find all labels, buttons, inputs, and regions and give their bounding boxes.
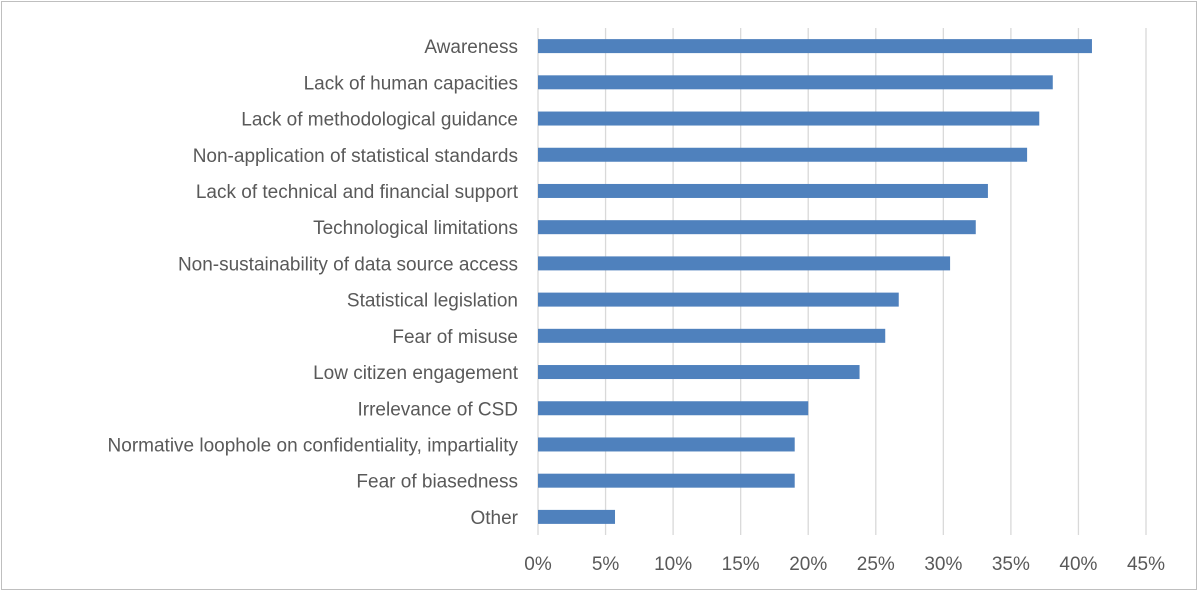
x-tick-label: 0%	[524, 554, 552, 575]
x-axis-tick-labels: 0% 5% 10% 15% 20% 25% 30% 35% 40% 45%	[524, 554, 1165, 575]
category-label: Low citizen engagement	[313, 363, 519, 384]
bars	[538, 39, 1092, 524]
x-tick-label: 25%	[857, 554, 895, 575]
x-tick-label: 15%	[722, 554, 760, 575]
bar	[538, 147, 1028, 162]
bar	[538, 39, 1092, 54]
category-label: Normative loophole on confidentiality, i…	[108, 435, 519, 456]
bar	[538, 473, 795, 488]
bar	[538, 111, 1040, 126]
category-label: Non-sustainability of data source access	[178, 254, 518, 275]
category-label: Other	[470, 508, 518, 529]
category-label: Non-application of statistical standards	[193, 146, 518, 167]
category-labels: Awareness Lack of human capacities Lack of…	[108, 37, 519, 529]
bar	[538, 292, 899, 307]
gridlines	[537, 28, 1147, 535]
category-label: Awareness	[424, 37, 518, 58]
bar	[538, 75, 1053, 90]
bar	[538, 509, 616, 524]
x-tick-label: 10%	[654, 554, 692, 575]
x-tick-label: 30%	[924, 554, 962, 575]
bar	[538, 365, 860, 380]
x-tick-label: 35%	[992, 554, 1030, 575]
bar	[538, 256, 951, 271]
category-label: Lack of human capacities	[304, 73, 518, 94]
category-label: Fear of biasedness	[356, 472, 518, 493]
bar	[538, 220, 976, 235]
category-label: Fear of misuse	[392, 327, 518, 348]
bar	[538, 437, 795, 452]
category-label: Lack of methodological guidance	[241, 110, 518, 131]
x-tick-label: 40%	[1059, 554, 1097, 575]
bar	[538, 183, 988, 198]
x-tick-label: 20%	[789, 554, 827, 575]
bar	[538, 401, 809, 416]
category-label: Lack of technical and financial support	[196, 182, 519, 203]
x-tick-label: 45%	[1127, 554, 1165, 575]
category-label: Technological limitations	[313, 218, 518, 239]
x-tick-label: 5%	[592, 554, 620, 575]
category-label: Statistical legislation	[347, 291, 518, 312]
category-label: Irrelevance of CSD	[357, 399, 518, 420]
bar	[538, 328, 886, 343]
